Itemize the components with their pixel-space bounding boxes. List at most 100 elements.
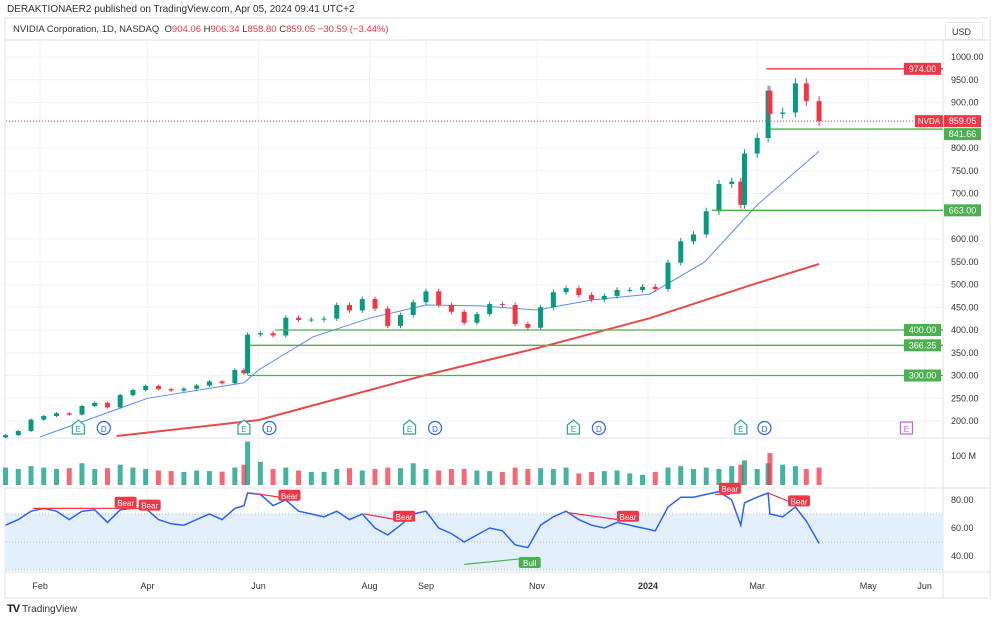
earnings-icon [237,419,251,435]
candle-body [448,304,454,312]
candle-body [436,291,442,305]
candle-body [538,307,544,328]
candle-body [487,304,493,315]
dividend-label[interactable]: D [267,425,273,434]
candle-body [614,289,620,296]
volume-bar [219,471,225,485]
price-tick-label: 950.00 [951,75,979,85]
dividend-label[interactable]: D [762,425,768,434]
candle-body [245,334,251,374]
dividend-label[interactable]: D [596,425,602,434]
candle-body [143,385,149,391]
volume-bar [245,441,251,485]
candle-body [206,381,212,386]
volume-bar [155,470,161,485]
earnings-label[interactable]: E [76,425,81,434]
candle-body [652,286,658,290]
volume-bar [54,469,59,485]
level-label: 300.00 [909,371,937,381]
candle-body [474,314,480,323]
volume-bar [385,467,391,485]
candle-body [219,381,225,384]
dividend-icon [591,420,606,436]
high-value: 906.34 [210,24,240,35]
candle-body [296,317,302,320]
volume-bar [729,466,735,485]
level-label: 841.66 [949,129,977,139]
earnings-label[interactable]: E [904,425,909,434]
bear-label: Bear [117,499,134,508]
price-tick-label: 350.00 [951,348,979,358]
volume-bar [640,474,646,485]
volume-bar [283,467,289,485]
volume-bar [104,468,110,485]
divergence-label-bg [616,510,639,522]
earnings-label[interactable]: E [571,425,576,434]
volume-bar [741,460,747,485]
volume-bar [194,470,200,485]
volume-bar [678,466,684,485]
level-label: 974.00 [909,64,937,74]
candle-body [576,288,582,295]
level-label: 366.35 [909,340,937,350]
volume-bar [15,469,21,485]
candle-body [550,292,556,308]
volume-bar [92,469,98,485]
earnings-label[interactable]: E [241,425,246,434]
volume-bar [28,466,34,485]
bear-label: Bear [620,513,637,522]
volume-bar [232,467,238,485]
open-value: 904.06 [171,24,201,35]
tv-logo-icon: TV [7,603,20,615]
divergence-label-bg [138,499,161,511]
candle-body [691,234,696,242]
bull-divergence-line [464,558,521,565]
tradingview-logo[interactable]: TV TradingView [7,603,77,615]
volume-bar [461,469,467,485]
candle-body [347,304,353,311]
dividend-label[interactable]: D [432,425,438,434]
volume-bar [589,471,595,485]
price-tick-label: 600.00 [951,234,979,244]
volume-bar [143,469,149,485]
price-tick-label: 400.00 [951,325,979,335]
dividend-label[interactable]: D [101,425,107,434]
earnings-label[interactable]: E [407,425,412,434]
candle-body [803,83,809,102]
divergence-label-bg [518,557,541,568]
candle-body [563,288,569,293]
candle-body [816,101,822,122]
price-tick-label: 750.00 [951,166,979,176]
candle-body [194,385,200,389]
volume-bar [614,470,620,485]
low-label: L [242,24,248,35]
dividend-icon [262,420,277,436]
candle-body [703,211,709,235]
currency-button[interactable]: USD [945,22,983,40]
candle-body [678,241,684,263]
volume-bar [397,468,403,485]
candle-body [741,153,747,205]
candle-body [729,181,735,184]
earnings-icon [566,419,580,435]
candle-body [601,295,607,300]
sma50-line [39,150,820,438]
chart-frame [4,17,991,599]
volume-bar [41,467,47,485]
volume-bar [816,467,822,485]
volume-bar [181,471,187,485]
volume-bar [716,469,722,485]
candle-body [130,390,136,396]
candle-body [283,317,289,336]
earnings-label[interactable]: E [738,425,743,434]
candle-body [525,324,531,328]
volume-bar [347,468,353,485]
candle-body [397,314,403,326]
divergence-label-bg [393,510,416,522]
price-tick-label: 700.00 [951,189,979,199]
level-label: 663.00 [949,205,977,215]
volume-bar [241,464,247,485]
volume-bar [665,467,671,485]
